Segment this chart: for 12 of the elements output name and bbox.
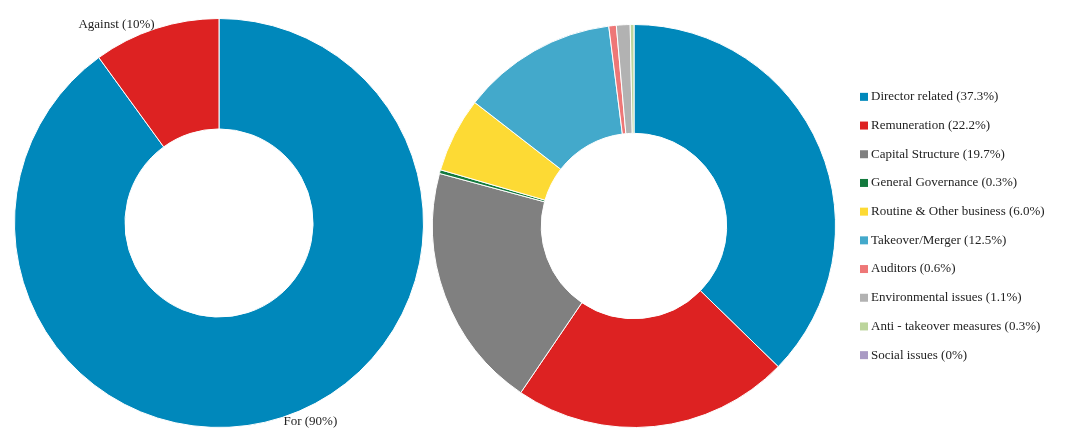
- legend-label: Social issues (0%): [871, 346, 968, 362]
- legend-label: Remuneration (22.2%): [871, 116, 991, 132]
- legend-label: General Governance (0.3%): [871, 174, 1018, 190]
- legend-label: Director related (37.3%): [871, 88, 999, 104]
- legend-label: Capital Structure (19.7%): [871, 145, 1005, 161]
- legend-label: Auditors (0.6%): [871, 260, 956, 276]
- legend-label: Environmental issues (1.1%): [871, 289, 1022, 305]
- slice-label: For (90%): [283, 412, 338, 428]
- legend-label: Takeover/Merger (12.5%): [871, 231, 1007, 247]
- legend-label: Anti - takeover measures (0.3%): [871, 317, 1041, 333]
- slice-label: Against (10%): [78, 16, 155, 32]
- legend-label: Routine & Other business (6.0%): [871, 203, 1045, 219]
